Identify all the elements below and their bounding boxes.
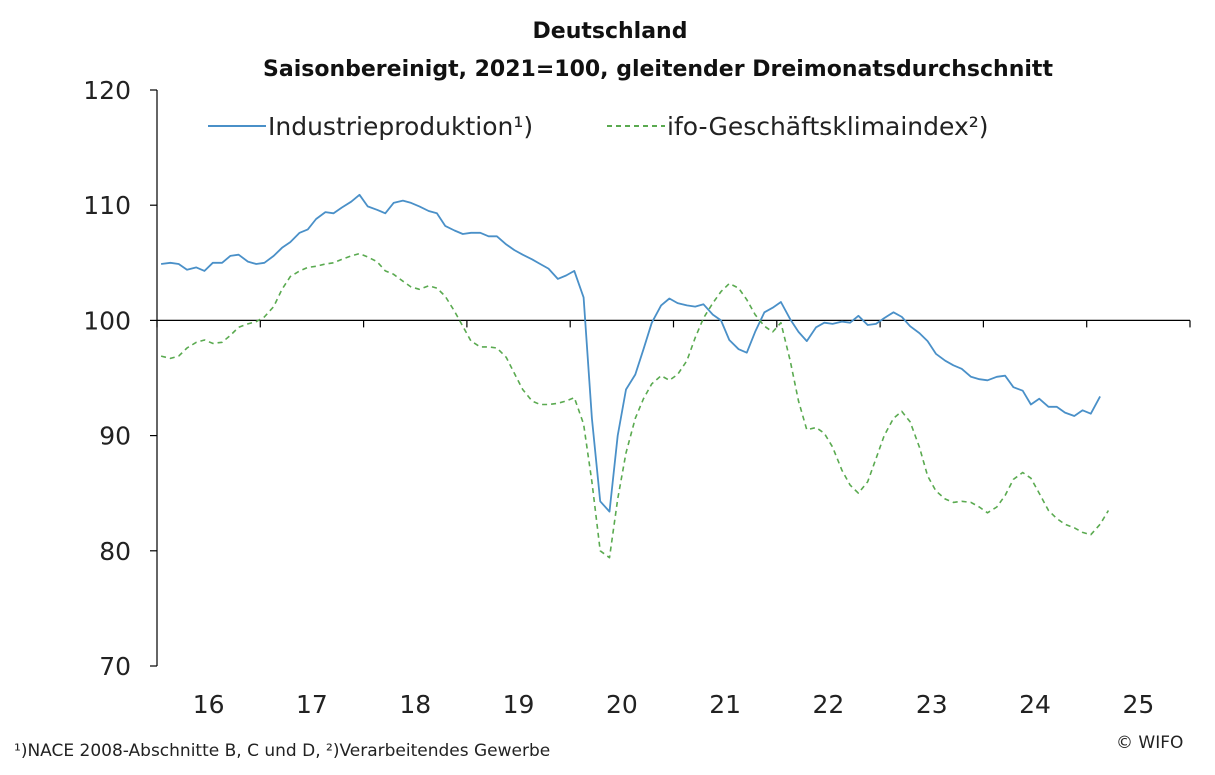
chart-subtitle: Saisonbereinigt, 2021=100, gleitender Dr… — [263, 57, 1053, 82]
x-tick-label: 24 — [1019, 690, 1051, 719]
x-axis: 16 17 18 19 20 21 22 23 24 25 — [156, 319, 1191, 719]
legend: Industrieproduktion¹) ifo-Geschäftsklima… — [208, 112, 989, 141]
x-tick-label: 20 — [606, 690, 638, 719]
y-tick-label: 100 — [83, 306, 131, 335]
chart-title: Deutschland — [533, 19, 688, 44]
footnote: ¹)NACE 2008-Abschnitte B, C und D, ²)Ver… — [14, 741, 551, 761]
x-tick-label: 19 — [503, 690, 535, 719]
y-tick-label: 120 — [83, 76, 131, 105]
x-tick-label: 17 — [296, 690, 328, 719]
series-line-ifo — [160, 252, 1110, 559]
y-tick-label: 110 — [83, 191, 131, 220]
y-tick-label: 80 — [99, 537, 131, 566]
x-tick-label: 18 — [399, 690, 431, 719]
x-tick-label: 25 — [1122, 690, 1154, 719]
series-line-industrieproduktion — [160, 193, 1101, 513]
legend-label-industrieproduktion: Industrieproduktion¹) — [268, 112, 533, 141]
y-tick-label: 90 — [99, 422, 131, 451]
legend-label-ifo: ifo-Geschäftsklimaindex²) — [667, 112, 989, 141]
x-tick-label: 23 — [916, 690, 948, 719]
copyright: © WIFO — [1116, 733, 1184, 753]
y-axis: 70 80 90 100 110 120 — [83, 76, 158, 681]
x-tick-label: 22 — [813, 690, 845, 719]
y-tick-label: 70 — [99, 652, 131, 681]
series-layer — [160, 193, 1110, 559]
x-tick-label: 16 — [193, 690, 225, 719]
x-tick-label: 21 — [709, 690, 741, 719]
